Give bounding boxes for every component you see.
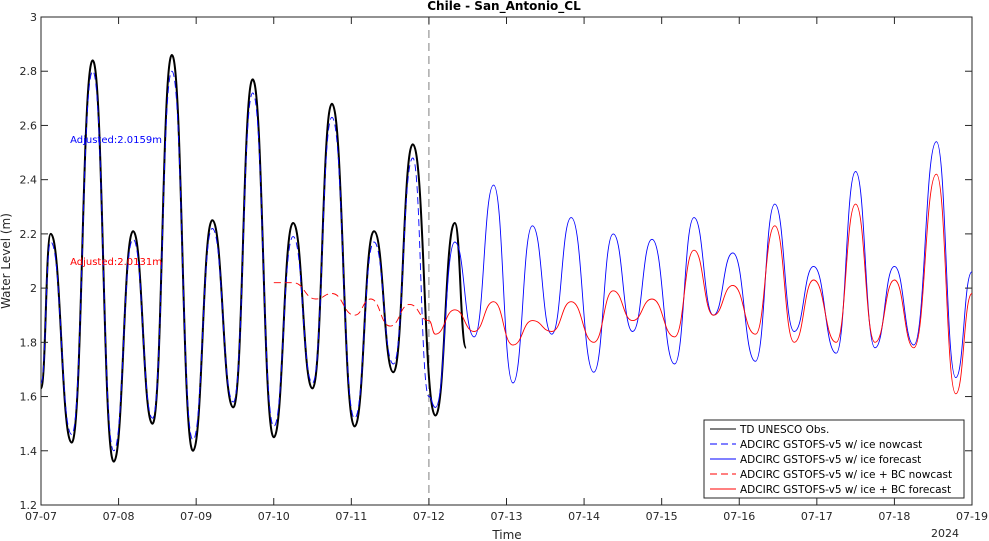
legend: TD UNESCO Obs. ADCIRC GSTOFS-v5 w/ ice no… [703, 419, 965, 499]
x-tick-label: 07-14 [568, 510, 600, 523]
legend-label: ADCIRC GSTOFS-v5 w/ ice forecast [740, 454, 921, 466]
annotations: Adjusted:2.0159m Adjusted:2.0131m [70, 135, 162, 268]
series-line-3 [273, 282, 429, 327]
x-tick-label: 07-17 [801, 510, 833, 523]
legend-label: TD UNESCO Obs. [739, 424, 829, 436]
y-axis-title: Water Level (m) [0, 213, 13, 309]
y-tick-label: 2.4 [20, 174, 38, 187]
y-tick-label: 1.6 [20, 391, 38, 404]
x-tick-label: 07-18 [878, 510, 910, 523]
x-tick-label: 07-12 [413, 510, 445, 523]
chart-title: Chile - San_Antonio_CL [427, 0, 581, 14]
series-line-2 [428, 141, 973, 408]
adjusted-annotation: Adjusted:2.0131m [70, 257, 162, 268]
y-tick-label: 2.8 [20, 65, 38, 78]
x-tick-label: 07-09 [180, 510, 212, 523]
y-tick-label: 1.2 [20, 499, 38, 512]
year-label: 2024 [931, 527, 959, 540]
x-tick-label: 07-19 [956, 510, 988, 523]
x-tick-label: 07-10 [258, 510, 290, 523]
x-tick-label: 07-13 [491, 510, 523, 523]
adjusted-annotation: Adjusted:2.0159m [70, 135, 162, 146]
legend-label: ADCIRC GSTOFS-v5 w/ ice nowcast [740, 439, 922, 451]
x-tick-label: 07-16 [723, 510, 755, 523]
x-tick-label: 07-07 [25, 510, 57, 523]
y-tick-label: 1.4 [20, 445, 38, 458]
y-tick-label: 2.6 [20, 119, 38, 132]
series-line-1 [40, 70, 430, 452]
legend-label: ADCIRC GSTOFS-v5 w/ ice + BC forecast [740, 484, 951, 496]
x-tick-label: 07-08 [103, 510, 135, 523]
y-tick-label: 3 [30, 11, 37, 24]
x-axis: 07-07 07-08 07-09 07-10 07-11 07-12 07-13 07-14… [25, 17, 988, 523]
y-tick-label: 1.8 [20, 336, 38, 349]
y-tick-label: 2 [30, 282, 37, 295]
legend-box [703, 419, 965, 499]
series-line-4 [428, 173, 973, 395]
x-tick-label: 07-11 [335, 510, 367, 523]
y-tick-label: 2.2 [20, 228, 38, 241]
legend-label: ADCIRC GSTOFS-v5 w/ ice + BC nowcast [740, 469, 952, 481]
x-tick-label: 07-15 [646, 510, 678, 523]
x-axis-title: Time [491, 528, 521, 541]
y-axis: 1.2 1.4 1.6 1.8 2 2.2 2.4 2.6 2.8 3 [20, 11, 972, 512]
plot-area [40, 16, 973, 506]
